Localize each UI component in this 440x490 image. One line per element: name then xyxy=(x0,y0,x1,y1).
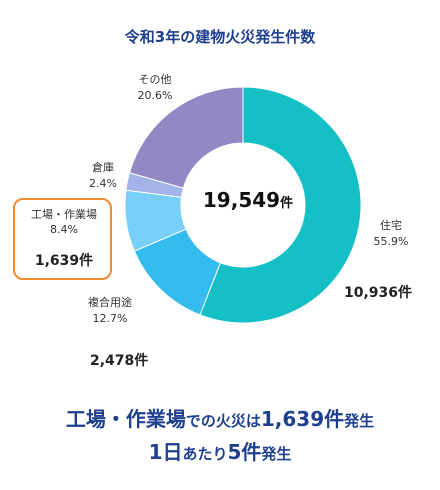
footer-mid: での火災は xyxy=(185,412,261,430)
label-factory-name: 工場・作業場 xyxy=(31,208,97,221)
chart-title: 令和3年の建物火災発生件数 xyxy=(124,28,316,46)
total-count: 19,549件 xyxy=(183,188,313,212)
label-housing-name: 住宅 xyxy=(380,219,402,232)
label-factory-count: 1,639件 xyxy=(34,253,94,269)
label-warehouse-percent: 2.4% xyxy=(89,177,117,190)
label-warehouse-name: 倉庫 xyxy=(92,161,114,174)
footer-per: あたり xyxy=(182,445,228,463)
footer-end-2: 発生 xyxy=(261,445,292,463)
total-value: 19,549 xyxy=(202,188,281,212)
label-mixed: 複合用途 12.7% xyxy=(72,295,148,327)
footer-highlight: 工場・作業場 xyxy=(65,407,186,431)
footer-end: 発生 xyxy=(344,412,375,430)
total-unit: 件 xyxy=(280,196,294,211)
label-warehouse: 倉庫 2.4% xyxy=(80,160,126,192)
footer-line-2: 1日あたり5件発生 xyxy=(0,436,440,465)
label-mixed-count: 2,478件 xyxy=(90,353,149,369)
label-mixed-name: 複合用途 xyxy=(88,296,132,309)
label-housing-count: 10,936件 xyxy=(344,285,413,301)
slice-housing xyxy=(199,86,362,324)
footer-count: 1,639件 xyxy=(260,407,345,431)
label-mixed-percent: 12.7% xyxy=(92,312,128,325)
label-housing-percent: 55.9% xyxy=(373,235,409,248)
footer-line-1: 工場・作業場での火災は1,639件発生 xyxy=(0,403,440,432)
footer-day: 1日 xyxy=(148,440,183,464)
highlight-box xyxy=(13,198,112,280)
slice-other xyxy=(128,86,244,189)
label-other-name: その他 xyxy=(138,73,172,86)
label-other-percent: 20.6% xyxy=(137,89,173,102)
label-other: その他 20.6% xyxy=(120,72,190,104)
footer-daily-count: 5件 xyxy=(227,440,262,464)
label-housing: 住宅 55.9% xyxy=(368,218,414,250)
label-factory-percent: 8.4% xyxy=(50,223,78,236)
